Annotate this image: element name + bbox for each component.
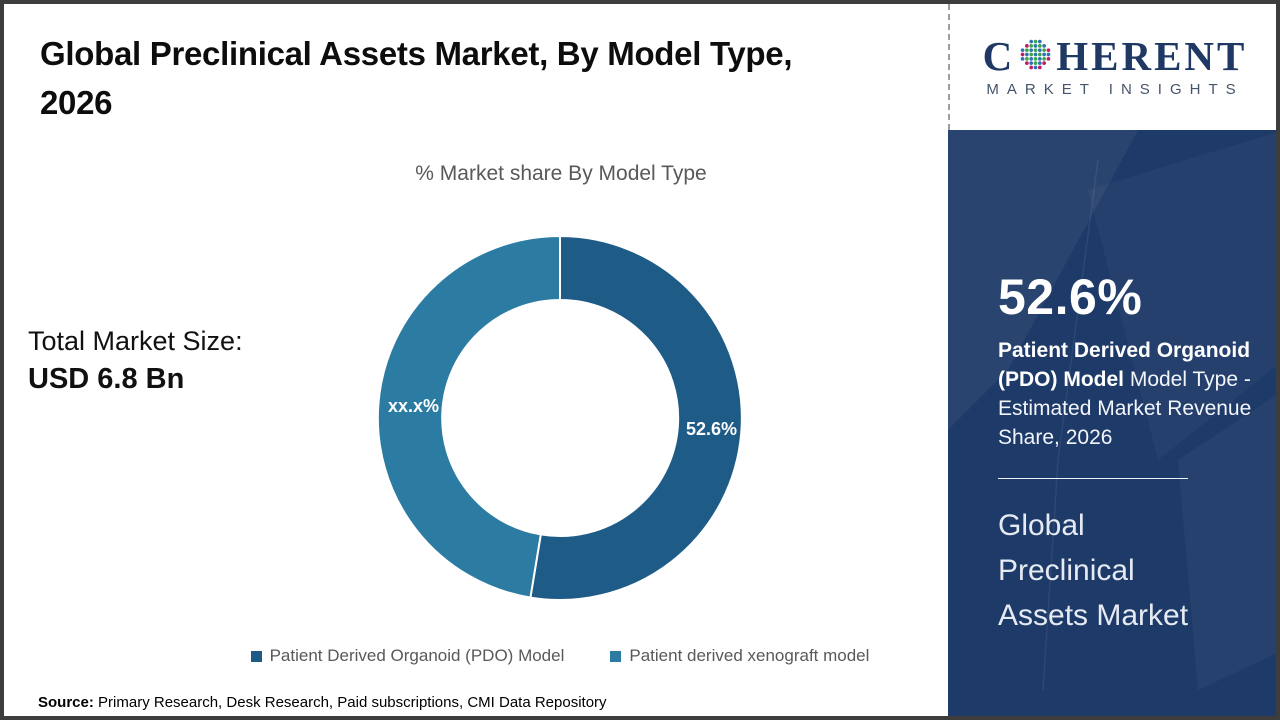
source-text: Primary Research, Desk Research, Paid su… — [93, 694, 607, 711]
sidebar-divider — [998, 478, 1188, 479]
slice-label-pdo: 52.6% — [686, 419, 738, 439]
legend-label-xenograft: Patient derived xenograft model — [629, 646, 870, 665]
logo-letter-c: C — [982, 33, 1016, 79]
legend-item-pdo: Patient Derived Organoid (PDO) Model — [250, 646, 565, 666]
legend-label-pdo: Patient Derived Organoid (PDO) Model — [269, 646, 565, 665]
donut-slice-xenograft — [377, 235, 561, 599]
source-label: Source: — [38, 694, 94, 711]
stat-description-rest: Model Type - Estimated Market Revenue Sh… — [998, 368, 1252, 449]
stat-description-bold: Patient Derived Organoid (PDO) Model — [998, 339, 1251, 391]
globe-icon — [1020, 39, 1051, 70]
page-title: Global Preclinical Assets Market, By Mod… — [40, 35, 793, 121]
sidebar: 52.6% Patient Derived Organoid (PDO) Mod… — [948, 130, 1276, 716]
logo-wordmark: C HERENT — [983, 36, 1248, 77]
sidebar-content: 52.6% Patient Derived Organoid (PDO) Mod… — [948, 130, 1276, 638]
total-market-size-label: Total Market Size: — [28, 326, 243, 356]
donut-chart — [377, 235, 743, 601]
donut-slice-pdo — [529, 235, 743, 601]
total-market-size: Total Market Size: USD 6.8 Bn — [28, 326, 243, 396]
stat-value: 52.6% — [998, 269, 1143, 325]
logo-subtitle: MARKET INSIGHTS — [986, 81, 1244, 98]
sidebar-market-title: Global Preclinical Assets Market — [998, 509, 1189, 632]
logo-letters-herent: HERENT — [1056, 33, 1248, 79]
chart-title: % Market share By Model Type — [415, 162, 707, 185]
source-line: Source: Primary Research, Desk Research,… — [38, 694, 607, 711]
stat-description: Patient Derived Organoid (PDO) Model Mod… — [998, 336, 1252, 452]
legend-item-xenograft: Patient derived xenograft model — [610, 646, 869, 666]
logo: C HERENT MARKET INSIGHTS — [948, 4, 1276, 130]
slice-label-xenograft: xx.x% — [388, 396, 440, 416]
legend-swatch-pdo — [250, 650, 262, 662]
chart-legend: Patient Derived Organoid (PDO) Model Pat… — [88, 646, 1032, 666]
total-market-size-value: USD 6.8 Bn — [28, 363, 185, 395]
legend-swatch-xenograft — [610, 650, 622, 662]
